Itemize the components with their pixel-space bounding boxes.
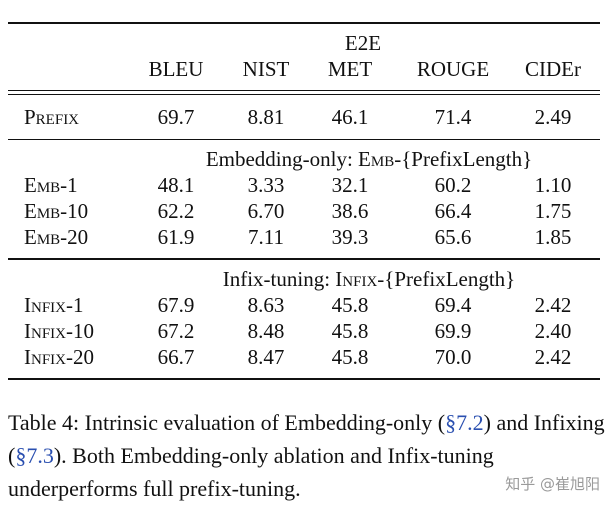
cell-met: 45.8	[331, 292, 369, 317]
cell-nist: 7.11	[248, 225, 284, 250]
cell-cider: 2.40	[534, 318, 572, 343]
cell-met: 45.8	[331, 318, 369, 343]
cell-bleu: 67.9	[157, 292, 195, 317]
cell-cider: 2.42	[534, 292, 572, 317]
cell-bleu: 61.9	[157, 225, 195, 250]
cell-rouge: 65.6	[434, 225, 472, 250]
group-title-row-embedding: Embedding-only: Emb-{PrefixLength}	[8, 146, 600, 172]
table-row-emb-1: Emb-1 48.1 3.33 32.1 60.2 1.10	[8, 172, 600, 198]
cell-nist: 6.70	[247, 199, 285, 224]
cell-nist: 8.47	[247, 344, 285, 369]
cell-nist: 3.33	[247, 173, 285, 198]
cell-nist: 8.48	[247, 318, 285, 343]
section-ref-link[interactable]: §7.2	[445, 410, 484, 435]
table-bottom-rule	[8, 377, 600, 380]
table-row-infix-1: Infix-1 67.9 8.63 45.8 69.4 2.42	[8, 292, 600, 318]
group-title-infix: Infix-tuning: Infix-{PrefixLength}	[222, 266, 516, 291]
group-title-embedding: Embedding-only: Emb-{PrefixLength}	[205, 147, 533, 172]
table-row-prefix: Prefix 69.7 8.81 46.1 71.4 2.49	[8, 104, 600, 130]
cell-met: 46.1	[331, 105, 369, 129]
table-row-emb-20: Emb-20 61.9 7.11 39.3 65.6 1.85	[8, 224, 600, 250]
cell-met: 32.1	[331, 173, 369, 198]
cell-bleu: 69.7	[157, 105, 195, 129]
cell-rouge: 71.4	[434, 105, 472, 129]
results-table: E2E BLEU NIST MET ROUGE CIDEr Prefix 69.…	[8, 22, 600, 380]
table-top-rule	[8, 22, 600, 24]
section-rule	[8, 258, 600, 260]
table-caption: Table 4: Intrinsic evaluation of Embeddi…	[8, 410, 605, 501]
cell-nist: 8.63	[247, 292, 285, 317]
col-header-cider: CIDEr	[525, 57, 581, 81]
table-row-infix-10: Infix-10 67.2 8.48 45.8 69.9 2.40	[8, 318, 600, 344]
row-label: Infix-10	[24, 318, 94, 343]
cell-rouge: 69.9	[434, 318, 472, 343]
row-label: Emb-20	[24, 225, 89, 250]
cell-rouge: 66.4	[434, 199, 472, 224]
cell-nist: 8.81	[247, 105, 285, 129]
cell-bleu: 66.7	[157, 344, 195, 369]
column-header-row: BLEU NIST MET ROUGE CIDEr	[8, 56, 600, 82]
row-label: Infix-20	[24, 344, 94, 369]
col-header-bleu: BLEU	[148, 57, 204, 81]
cell-cider: 1.10	[534, 173, 572, 198]
row-label: Emb-10	[24, 199, 89, 224]
col-header-rouge: ROUGE	[416, 57, 490, 81]
group-title-row-infix: Infix-tuning: Infix-{PrefixLength}	[8, 266, 600, 292]
cell-rouge: 70.0	[434, 344, 472, 369]
cell-cider: 2.42	[534, 344, 572, 369]
cell-met: 45.8	[331, 344, 369, 369]
cell-cider: 1.75	[534, 199, 572, 224]
cell-bleu: 48.1	[157, 173, 195, 198]
header-double-rule	[8, 90, 600, 95]
cell-cider: 1.85	[534, 225, 572, 250]
section-rule	[8, 139, 600, 141]
watermark: 知乎 @崔旭阳	[505, 475, 600, 493]
cell-rouge: 69.4	[434, 292, 472, 317]
dataset-header-row: E2E	[8, 30, 600, 56]
row-label: Emb-1	[24, 173, 78, 198]
col-header-met: MET	[327, 57, 373, 81]
cell-met: 39.3	[331, 225, 369, 250]
section-ref-link[interactable]: §7.3	[15, 443, 54, 468]
row-label: Infix-1	[24, 292, 84, 317]
table-row-infix-20: Infix-20 66.7 8.47 45.8 70.0 2.42	[8, 344, 600, 370]
cell-cider: 2.49	[534, 105, 572, 129]
cell-rouge: 60.2	[434, 173, 472, 198]
cell-bleu: 67.2	[157, 318, 195, 343]
row-label: Prefix	[24, 105, 80, 129]
dataset-title: E2E	[344, 31, 382, 55]
cell-bleu: 62.2	[157, 199, 195, 224]
col-header-nist: NIST	[242, 57, 290, 81]
table-row-emb-10: Emb-10 62.2 6.70 38.6 66.4 1.75	[8, 198, 600, 224]
cell-met: 38.6	[331, 199, 369, 224]
